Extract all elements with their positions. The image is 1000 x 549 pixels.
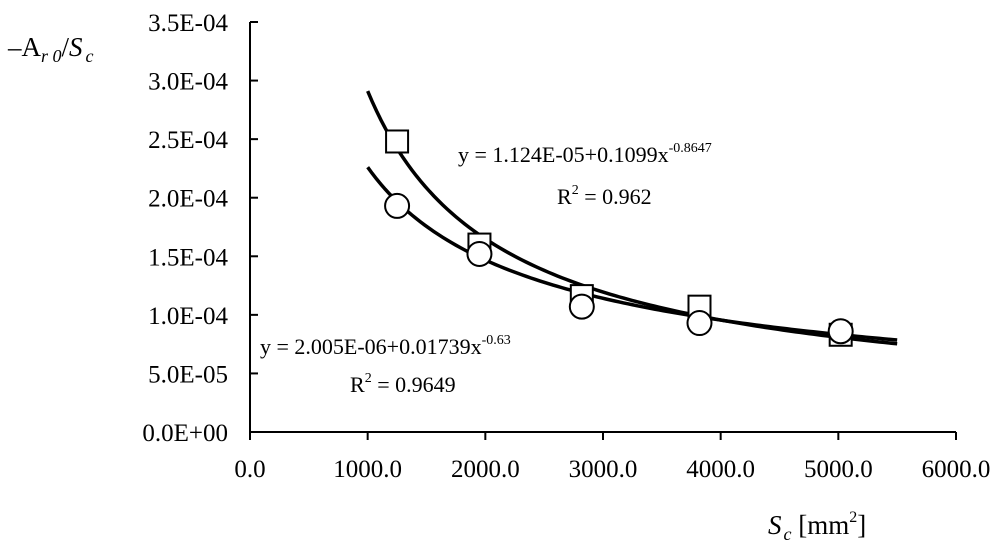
y-tick-label: 1.5E-04 — [148, 244, 228, 271]
x-tick-label: 6000.0 — [922, 456, 991, 483]
y-tick-label: 2.5E-04 — [148, 127, 228, 154]
fit-curve-circle — [366, 166, 898, 342]
y-tick-label: 3.0E-04 — [148, 69, 228, 96]
r2-bottom: R2 = 0.9649 — [350, 371, 456, 397]
y-tick-label: 0.0E+00 — [142, 420, 228, 447]
square-marker — [385, 129, 410, 154]
circle-marker — [466, 240, 493, 267]
y-ticks: 0.0E+00 5.0E-05 1.0E-04 1.5E-04 2.0E-04 2.5E-… — [142, 10, 258, 447]
x-tick-label: 1000.0 — [333, 456, 402, 483]
y-tick-label: 5.0E-05 — [148, 361, 228, 388]
x-tick-label: 0.0 — [234, 456, 265, 483]
x-tick-label: 3000.0 — [569, 456, 638, 483]
data-markers — [384, 129, 854, 347]
y-tick-label: 3.5E-04 — [148, 10, 228, 37]
equation-top: y = 1.124E-05+0.1099x-0.8647 — [458, 141, 712, 167]
x-tick-label: 2000.0 — [451, 456, 520, 483]
x-tick-label: 4000.0 — [686, 456, 755, 483]
circle-marker — [568, 293, 595, 320]
x-tick-label: 5000.0 — [804, 456, 873, 483]
circle-marker — [686, 310, 713, 337]
y-axis-label: –Ar 0/S c — [7, 32, 94, 66]
circle-marker — [827, 318, 854, 345]
fit-curves — [366, 90, 898, 346]
equation-bottom: y = 2.005E-06+0.01739x-0.63 — [260, 333, 511, 359]
y-tick-label: 2.0E-04 — [148, 186, 228, 213]
x-ticks: 0.0 1000.0 2000.0 3000.0 4000.0 5000.0 6000.0 — [234, 432, 990, 483]
r2-top: R2 = 0.962 — [557, 183, 652, 209]
fit-curve-square — [366, 90, 898, 346]
circle-marker — [384, 192, 411, 219]
y-tick-label: 1.0E-04 — [148, 303, 228, 330]
